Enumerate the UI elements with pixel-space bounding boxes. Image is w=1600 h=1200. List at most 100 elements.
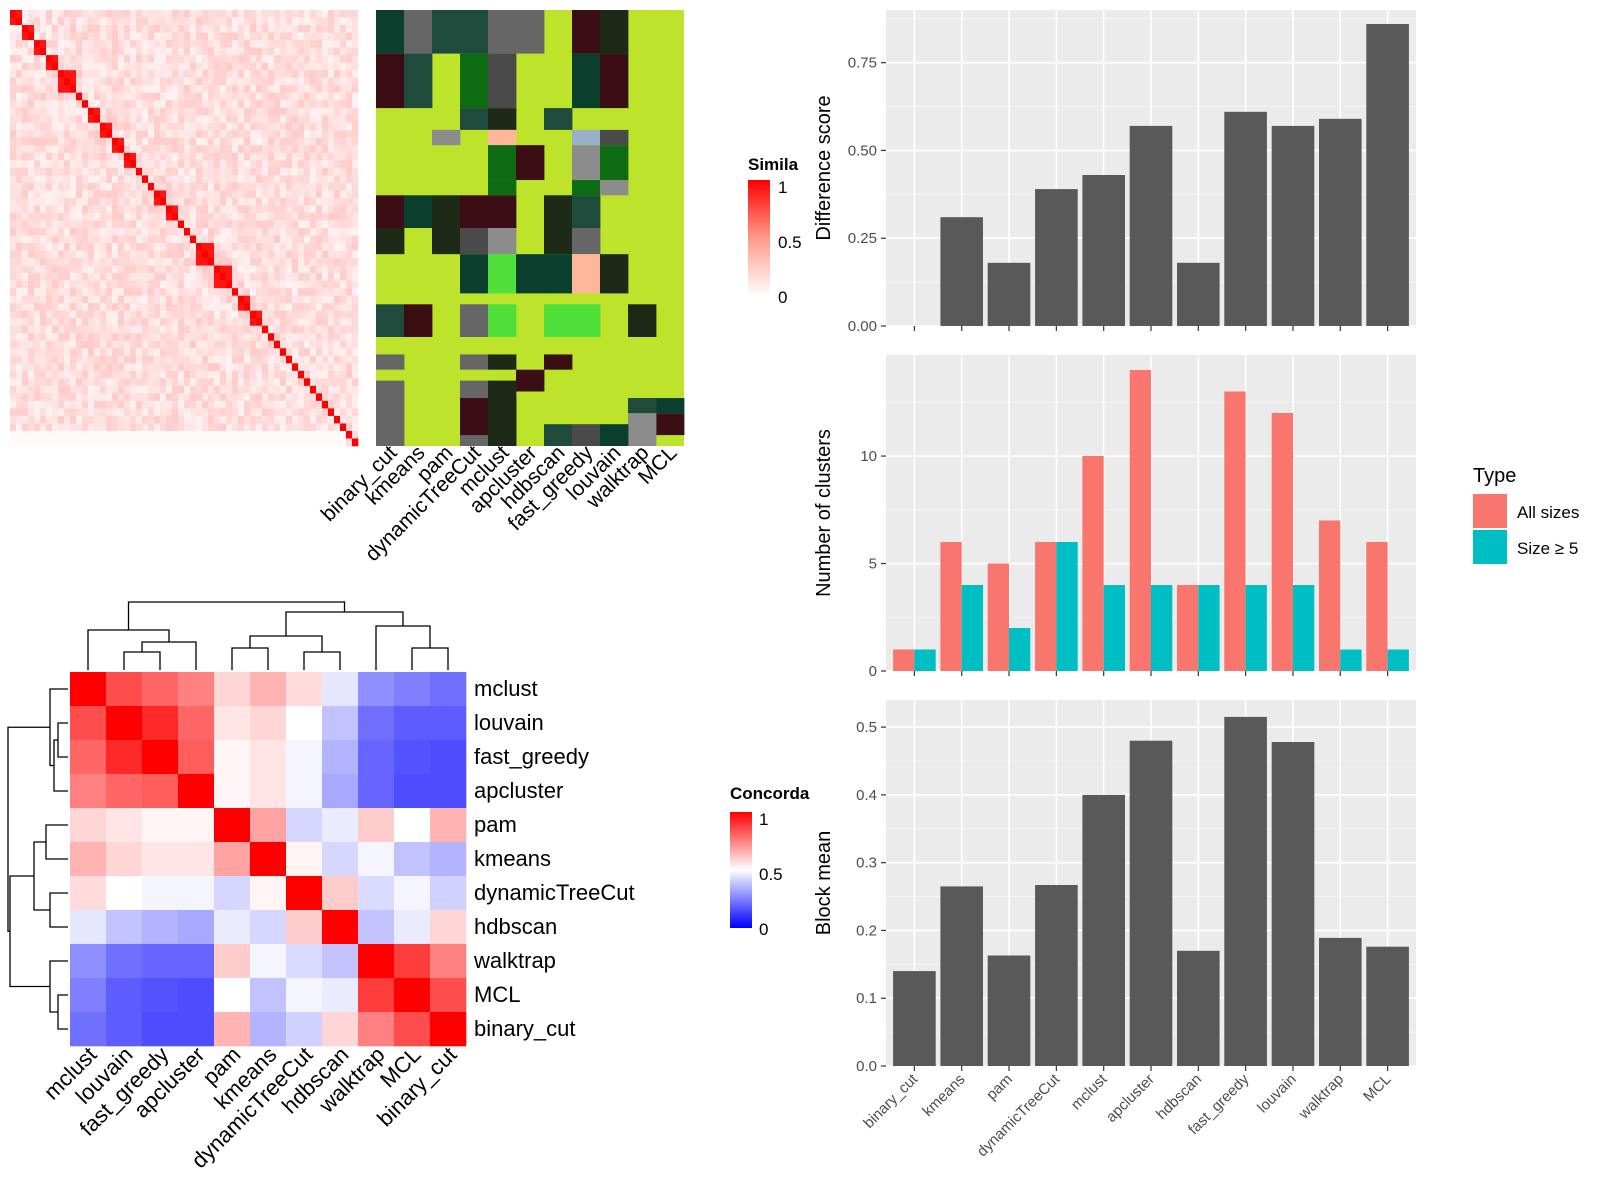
similarity-cell (22, 175, 29, 184)
bar (940, 886, 983, 1066)
similarity-cell (34, 295, 41, 304)
similarity-cell (250, 130, 257, 139)
similarity-cell (52, 235, 59, 244)
y-axis-title: Number of clusters (813, 429, 835, 597)
similarity-cell (40, 378, 47, 387)
similarity-cell (190, 205, 197, 214)
similarity-cell (46, 17, 53, 26)
similarity-cell (202, 85, 209, 93)
similarity-cell (112, 303, 119, 311)
similarity-cell (346, 303, 353, 311)
similarity-cell (268, 17, 275, 26)
similarity-cell (334, 182, 341, 191)
similarity-cell (256, 107, 263, 116)
similarity-cell (340, 228, 347, 236)
similarity-cell (214, 385, 221, 394)
similarity-cell (22, 145, 29, 154)
similarity-cell (262, 40, 269, 48)
similarity-cell (214, 32, 221, 41)
similarity-cell (340, 318, 347, 327)
similarity-cell (298, 115, 305, 124)
similarity-cell (322, 265, 329, 274)
similarity-cell (232, 100, 239, 109)
similarity-cell (64, 325, 71, 334)
similarity-cell (46, 243, 53, 251)
similarity-cell (82, 47, 89, 56)
similarity-cell (190, 385, 197, 394)
similarity-cell (70, 25, 77, 33)
similarity-cell (10, 160, 17, 169)
similarity-cell (100, 393, 107, 402)
similarity-cell (202, 100, 209, 109)
similarity-cell (244, 137, 251, 146)
similarity-cell (292, 10, 299, 18)
similarity-cell (208, 55, 215, 63)
similarity-cell (304, 70, 311, 78)
similarity-cell (106, 423, 113, 432)
similarity-cell (64, 47, 71, 56)
similarity-cell (292, 318, 299, 327)
similarity-cell (154, 100, 161, 109)
similarity-cell (10, 370, 17, 379)
similarity-cell (250, 325, 257, 334)
similarity-cell (82, 197, 89, 206)
similarity-cell (70, 47, 77, 56)
bar (940, 217, 983, 326)
similarity-cell (310, 167, 317, 176)
similarity-cell (82, 438, 89, 447)
similarity-cell (262, 333, 269, 342)
similarity-cell (100, 378, 107, 387)
similarity-cell (34, 122, 41, 131)
similarity-cell (64, 130, 71, 139)
similarity-cell (34, 310, 41, 319)
similarity-cell (352, 438, 359, 447)
similarity-cell (52, 25, 59, 33)
similarity-cell (304, 92, 311, 101)
similarity-cell (118, 17, 125, 26)
similarity-cell (178, 47, 185, 56)
similarity-cell (124, 273, 131, 281)
bar (1366, 946, 1409, 1066)
similarity-cell (178, 182, 185, 191)
similarity-cell (10, 408, 17, 417)
similarity-cell (226, 280, 233, 289)
similarity-cell (262, 288, 269, 296)
similarity-cell (106, 363, 113, 372)
similarity-cell (40, 370, 47, 379)
class-cell (460, 254, 489, 294)
similarity-cell (88, 288, 95, 296)
similarity-cell (136, 62, 143, 71)
similarity-cell (142, 423, 149, 432)
similarity-cell (16, 70, 23, 78)
class-cell (376, 228, 405, 255)
similarity-cell (52, 182, 59, 191)
similarity-cell (214, 408, 221, 417)
similarity-cell (16, 348, 23, 357)
class-cell (516, 10, 545, 54)
similarity-cell (52, 273, 59, 281)
similarity-cell (94, 122, 101, 131)
similarity-cell (238, 92, 245, 101)
similarity-cell (100, 340, 107, 349)
similarity-cell (178, 130, 185, 139)
concordance-row-labels: mclustlouvainfast_greedyapclusterpamkmea… (473, 676, 635, 1041)
similarity-cell (112, 363, 119, 372)
similarity-cell (286, 363, 293, 372)
similarity-cell (82, 10, 89, 18)
similarity-cell (352, 85, 359, 93)
similarity-cell (340, 355, 347, 364)
similarity-cell (58, 393, 65, 402)
similarity-cell (280, 310, 287, 319)
similarity-cell (286, 107, 293, 116)
similarity-cell (28, 415, 35, 424)
similarity-cell (70, 122, 77, 131)
similarity-cell (100, 228, 107, 236)
similarity-cell (328, 378, 335, 387)
similarity-cell (112, 295, 119, 304)
similarity-cell (124, 10, 131, 18)
class-cell (488, 180, 517, 196)
similarity-cell (334, 47, 341, 56)
similarity-cell (112, 130, 119, 139)
similarity-cell (196, 47, 203, 56)
similarity-cell (298, 130, 305, 139)
